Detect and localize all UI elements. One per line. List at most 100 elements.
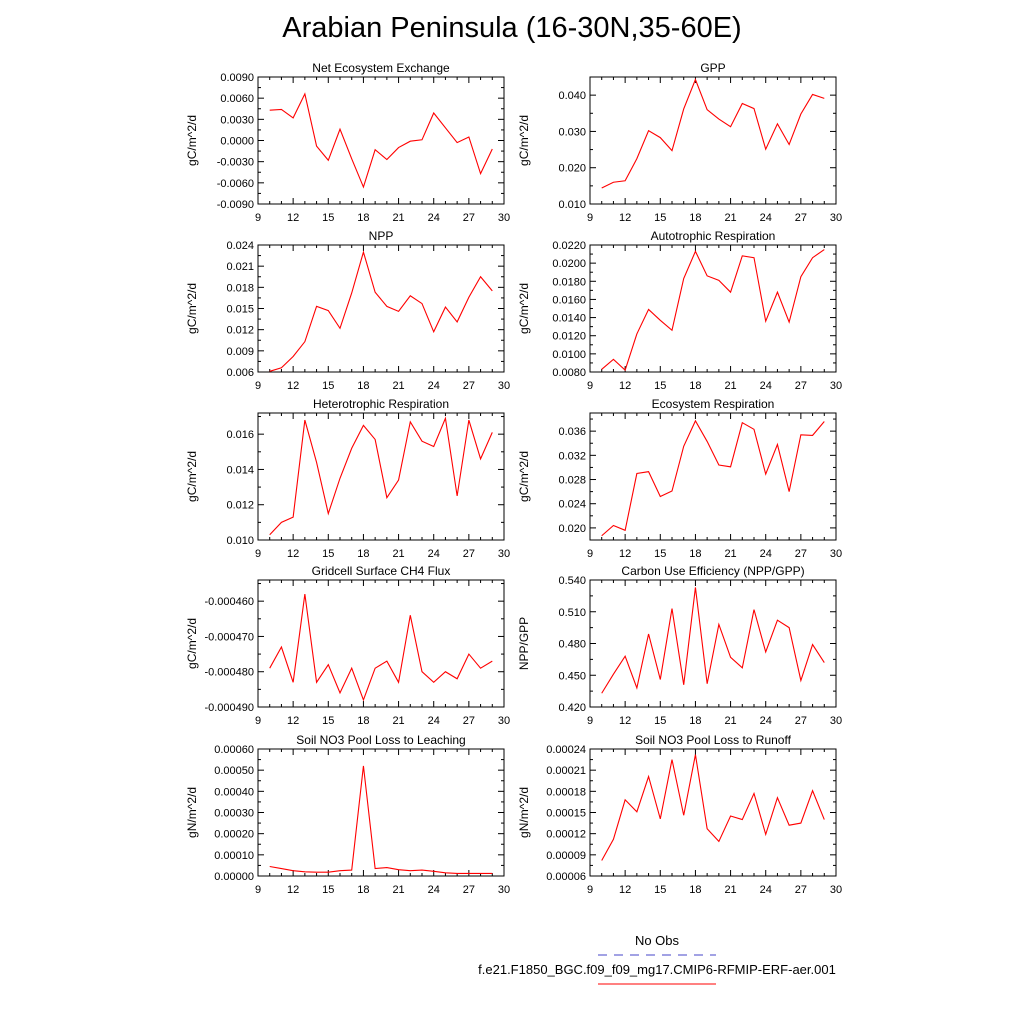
plot-frame bbox=[589, 244, 837, 373]
y-tick-label: 0.00020 bbox=[214, 829, 254, 841]
series-line bbox=[601, 419, 825, 537]
y-tick-label: 0.00040 bbox=[214, 786, 254, 798]
panel-title: NPP bbox=[369, 229, 394, 243]
y-tick-label: 0.030 bbox=[558, 126, 586, 138]
x-tick-label: 24 bbox=[760, 380, 772, 392]
x-tick-label: 9 bbox=[587, 715, 593, 727]
x-tick-label: 27 bbox=[463, 380, 475, 392]
x-tick-label: 30 bbox=[498, 715, 510, 727]
plot-frame bbox=[589, 748, 837, 877]
y-tick-label: 0.00021 bbox=[546, 765, 586, 777]
y-tick-label: 0.014 bbox=[226, 464, 254, 476]
plot-frame bbox=[257, 76, 505, 205]
series-line bbox=[269, 416, 493, 536]
y-tick-label: 0.024 bbox=[558, 499, 586, 511]
y-tick-label: 0.00050 bbox=[214, 765, 254, 777]
x-tick-label: 24 bbox=[428, 212, 440, 224]
plot-frame bbox=[589, 76, 837, 205]
x-tick-label: 18 bbox=[689, 380, 701, 392]
y-tick-label: 0.0080 bbox=[552, 367, 586, 379]
series-line bbox=[269, 92, 493, 189]
y-tick-label: 0.480 bbox=[558, 639, 586, 651]
y-axis-label: gC/m^2/d bbox=[517, 283, 531, 334]
x-tick-label: 30 bbox=[830, 715, 842, 727]
y-tick-label: 0.020 bbox=[558, 163, 586, 175]
x-tick-label: 15 bbox=[654, 884, 666, 896]
x-tick-label: 24 bbox=[428, 715, 440, 727]
x-tick-label: 18 bbox=[689, 548, 701, 560]
y-tick-label: 0.0180 bbox=[552, 276, 586, 288]
x-tick-label: 27 bbox=[463, 715, 475, 727]
x-tick-label: 9 bbox=[255, 212, 261, 224]
y-tick-label: 0.00010 bbox=[214, 850, 254, 862]
plot-frame bbox=[257, 748, 505, 877]
y-axis-label: NPP/GPP bbox=[517, 617, 531, 670]
x-tick-label: 30 bbox=[830, 380, 842, 392]
x-tick-label: 15 bbox=[654, 715, 666, 727]
x-tick-label: 24 bbox=[428, 380, 440, 392]
x-tick-label: 21 bbox=[392, 715, 404, 727]
y-axis-label: gC/m^2/d bbox=[517, 115, 531, 166]
y-tick-label: 0.009 bbox=[226, 346, 254, 358]
panel-title: GPP bbox=[700, 61, 725, 75]
x-tick-label: 9 bbox=[255, 715, 261, 727]
x-tick-label: 24 bbox=[760, 548, 772, 560]
panel-6: Ecosystem Respiration gC/m^2/d 9 12 15 18 21 24… bbox=[517, 397, 842, 560]
y-tick-label: 0.0000 bbox=[220, 136, 254, 148]
y-tick-label: -0.0060 bbox=[217, 178, 254, 190]
y-tick-label: 0.036 bbox=[558, 426, 586, 438]
legend: No Obs f.e21.F1850_BGC.f09_f09_mg17.CMIP… bbox=[478, 933, 836, 985]
y-tick-label: 0.0160 bbox=[552, 294, 586, 306]
panel-5: Heterotrophic Respiration gC/m^2/d 9 12 15 18… bbox=[185, 397, 510, 560]
series-line bbox=[601, 249, 825, 372]
y-axis-label: gN/m^2/d bbox=[185, 787, 199, 838]
y-tick-label: 0.018 bbox=[226, 282, 254, 294]
x-tick-label: 12 bbox=[287, 548, 299, 560]
panel-7: Gridcell Surface CH4 Flux gC/m^2/d 9 12 15 18… bbox=[185, 564, 510, 727]
y-tick-label: 0.00060 bbox=[214, 744, 254, 756]
y-tick-label: 0.0100 bbox=[552, 349, 586, 361]
x-tick-label: 30 bbox=[498, 548, 510, 560]
x-tick-label: 21 bbox=[392, 548, 404, 560]
plot-frame bbox=[589, 412, 837, 541]
y-tick-label: 0.021 bbox=[226, 261, 254, 273]
x-tick-label: 9 bbox=[587, 884, 593, 896]
x-tick-label: 9 bbox=[587, 548, 593, 560]
plot-frame bbox=[257, 412, 505, 541]
panel-1: Net Ecosystem Exchange gC/m^2/d 9 12 15 18 21 2… bbox=[185, 61, 510, 224]
y-tick-label: 0.028 bbox=[558, 475, 586, 487]
x-tick-label: 18 bbox=[689, 884, 701, 896]
x-tick-label: 18 bbox=[357, 548, 369, 560]
y-tick-label: 0.0140 bbox=[552, 313, 586, 325]
x-tick-label: 27 bbox=[463, 212, 475, 224]
x-tick-label: 15 bbox=[322, 715, 334, 727]
y-axis-label: gC/m^2/d bbox=[185, 283, 199, 334]
y-tick-label: 0.420 bbox=[558, 702, 586, 714]
x-tick-label: 27 bbox=[795, 884, 807, 896]
x-tick-label: 24 bbox=[428, 884, 440, 896]
y-tick-label: -0.000470 bbox=[204, 631, 254, 643]
x-tick-label: 12 bbox=[619, 715, 631, 727]
y-tick-label: 0.012 bbox=[226, 500, 254, 512]
panel-9: Soil NO3 Pool Loss to Leaching gN/m^2/d 9 1… bbox=[185, 733, 510, 896]
y-tick-label: -0.0030 bbox=[217, 157, 254, 169]
x-tick-label: 18 bbox=[357, 212, 369, 224]
y-tick-label: 0.0090 bbox=[220, 72, 254, 84]
series-line bbox=[269, 250, 493, 372]
panel-10: Soil NO3 Pool Loss to Runoff gN/m^2/d 9 12 1… bbox=[517, 733, 842, 896]
y-tick-label: 0.00012 bbox=[546, 829, 586, 841]
y-tick-label: 0.010 bbox=[226, 535, 254, 547]
x-tick-label: 9 bbox=[255, 380, 261, 392]
x-tick-label: 12 bbox=[287, 715, 299, 727]
x-tick-label: 9 bbox=[255, 548, 261, 560]
y-axis-label: gN/m^2/d bbox=[517, 787, 531, 838]
x-tick-label: 21 bbox=[724, 715, 736, 727]
x-tick-label: 30 bbox=[498, 212, 510, 224]
y-tick-label: 0.010 bbox=[558, 199, 586, 211]
series-line bbox=[269, 765, 493, 875]
panel-3: NPP gC/m^2/d 9 12 15 18 21 24 27 30 0.006 0.009 0.01… bbox=[185, 229, 510, 392]
y-tick-label: 0.0220 bbox=[552, 240, 586, 252]
y-tick-label: 0.0030 bbox=[220, 114, 254, 126]
panel-title: Ecosystem Respiration bbox=[652, 397, 775, 411]
